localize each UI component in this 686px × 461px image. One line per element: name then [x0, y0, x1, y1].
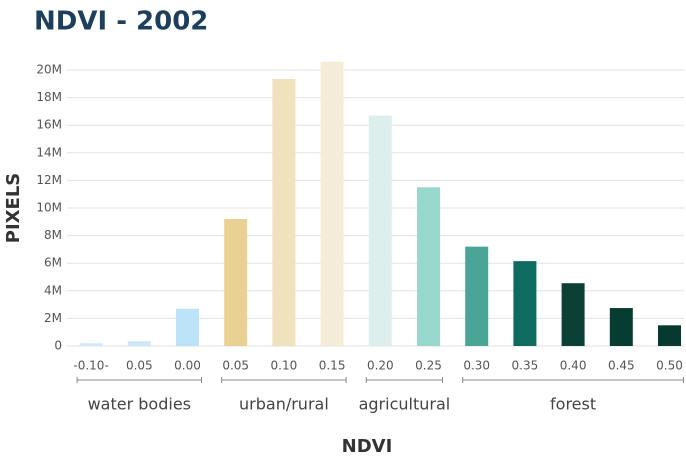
- y-tick-label: 10M: [36, 201, 62, 215]
- bar: [561, 283, 585, 346]
- x-tick-label: 0.10: [271, 359, 298, 373]
- y-tick-label: 6M: [44, 256, 62, 270]
- x-tick-label: 0.50: [656, 359, 683, 373]
- group-label: forest: [550, 395, 596, 414]
- x-tick-label: 0.05: [126, 359, 153, 373]
- y-tick-label: 14M: [36, 145, 62, 159]
- bar: [465, 246, 489, 346]
- bar: [272, 78, 296, 346]
- bar: [368, 115, 392, 346]
- bar: [609, 308, 633, 346]
- y-axis-title: PIXELS: [3, 173, 24, 244]
- y-tick-label: 2M: [44, 311, 62, 325]
- bar: [513, 261, 537, 346]
- x-tick-label: 0.15: [319, 359, 346, 373]
- y-tick-label: 18M: [36, 90, 62, 104]
- x-tick-label: 0.20: [367, 359, 394, 373]
- x-tick-label: -0.10-: [73, 359, 108, 373]
- bar: [176, 308, 199, 346]
- chart-title: NDVI - 2002: [34, 7, 208, 37]
- x-axis-title: NDVI: [342, 436, 393, 457]
- bar: [127, 341, 151, 346]
- x-tick-label: 0.30: [463, 359, 490, 373]
- y-tick-label: 8M: [44, 228, 62, 242]
- bar: [320, 61, 344, 346]
- x-tick-label: 0.25: [415, 359, 442, 373]
- y-tick-label: 0: [54, 339, 62, 353]
- x-tick-label: 0.40: [560, 359, 587, 373]
- y-tick-label: 16M: [36, 118, 62, 132]
- x-tick-label: 0.35: [512, 359, 539, 373]
- bar: [79, 343, 103, 346]
- group-label: water bodies: [88, 395, 191, 414]
- group-label: urban/rural: [239, 395, 329, 414]
- y-tick-label: 12M: [36, 173, 62, 187]
- y-tick-label: 20M: [36, 63, 62, 77]
- bar: [658, 325, 681, 346]
- y-tick-label: 4M: [44, 283, 62, 297]
- x-tick-label: 0.05: [222, 359, 249, 373]
- x-tick-label: 0.45: [608, 359, 635, 373]
- group-label: agricultural: [359, 395, 451, 414]
- bar: [417, 187, 440, 346]
- x-tick-label: 0.00: [174, 359, 201, 373]
- bar: [224, 219, 248, 346]
